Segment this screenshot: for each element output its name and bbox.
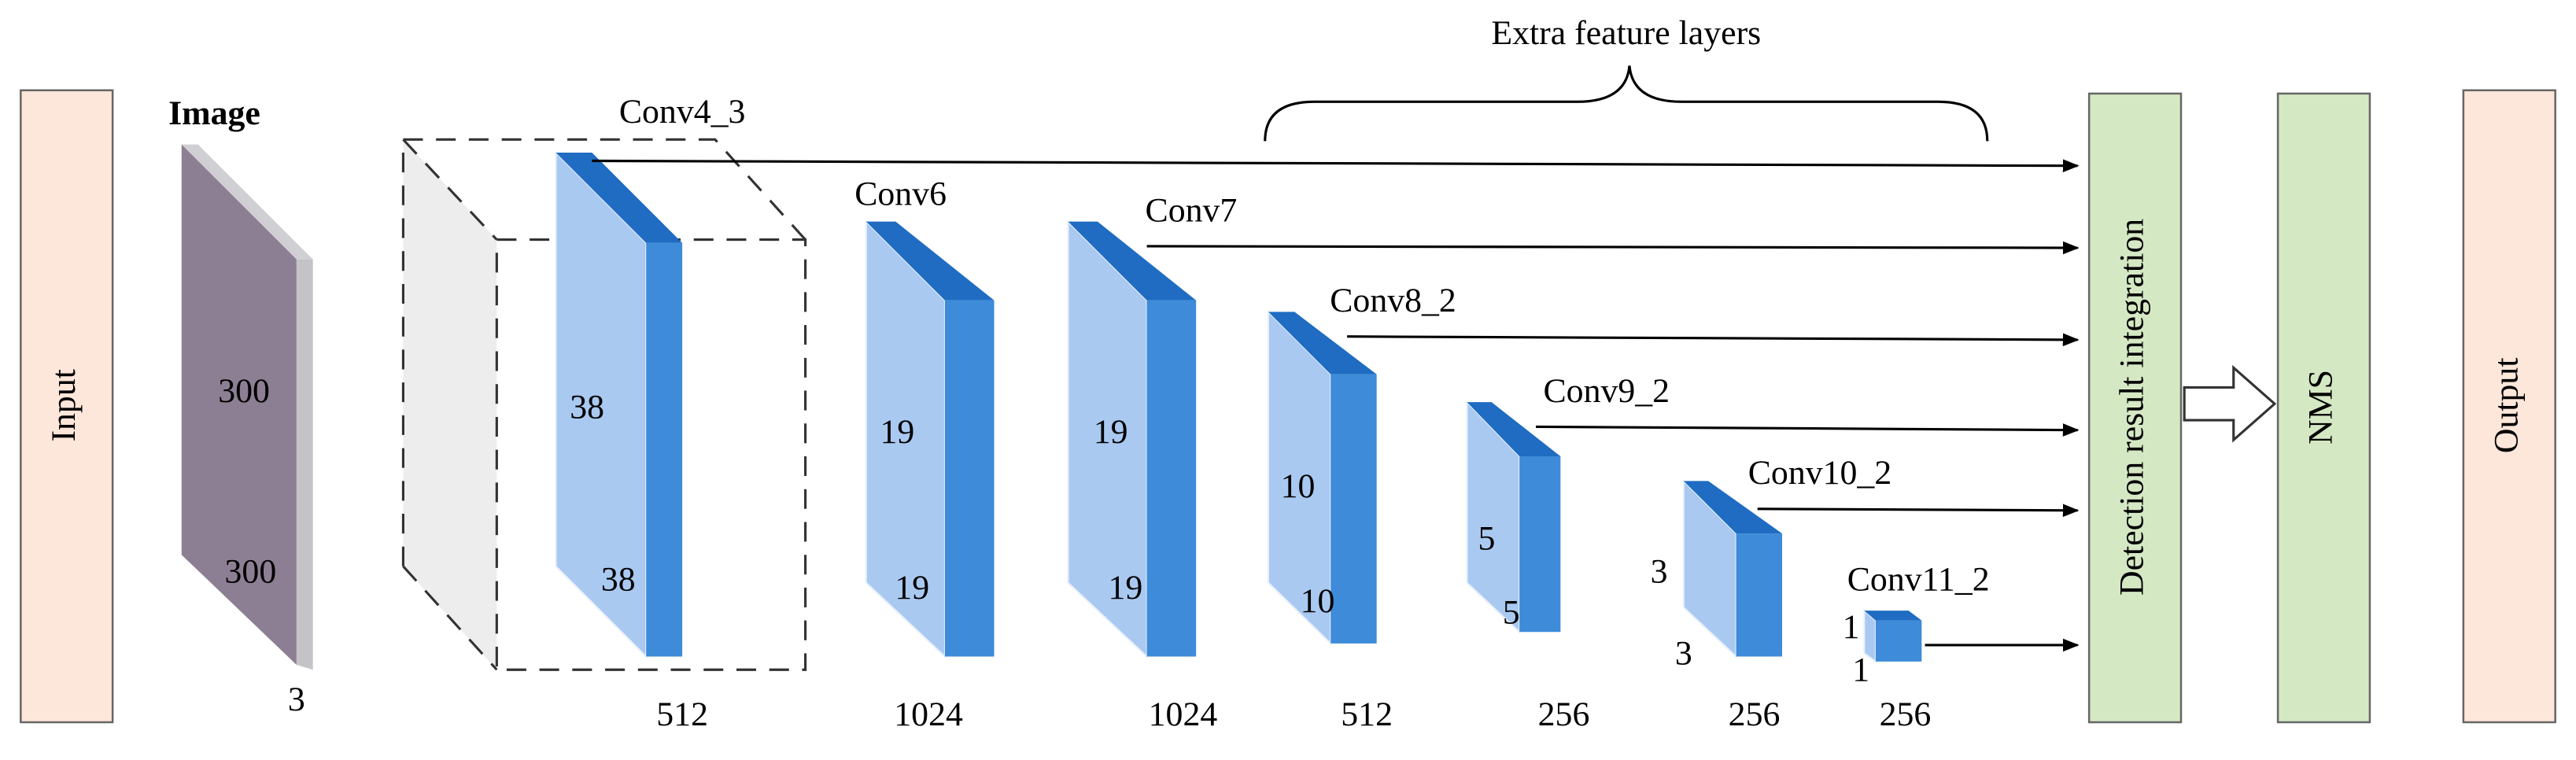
detection-box: Detection result integration bbox=[2087, 92, 2183, 724]
layer-channels: 1024 bbox=[1149, 695, 1218, 733]
layer-dim: 38 bbox=[601, 561, 636, 599]
image-label: Image bbox=[168, 94, 260, 132]
image-dim: 300 bbox=[218, 372, 270, 410]
input-label: Input bbox=[45, 369, 83, 441]
layer-channels: 512 bbox=[656, 695, 708, 733]
layer-dim: 38 bbox=[570, 389, 604, 426]
layer-channels: 256 bbox=[1729, 695, 1781, 733]
nms-box: NMS bbox=[2276, 92, 2371, 724]
layer-label: Conv7 bbox=[1145, 191, 1237, 229]
layer-label: Conv6 bbox=[854, 175, 947, 212]
layer-block bbox=[1682, 478, 1783, 659]
layer-label: Conv10_2 bbox=[1748, 454, 1892, 492]
layer-label: Conv8_2 bbox=[1330, 282, 1456, 319]
layer-dim: 19 bbox=[1094, 413, 1128, 451]
arrows bbox=[592, 159, 2080, 652]
output-box: Output bbox=[2462, 89, 2556, 724]
layer-dim: 1 bbox=[1843, 608, 1860, 646]
layer-channels: 256 bbox=[1880, 695, 1932, 733]
hollow-arrow bbox=[2183, 364, 2277, 443]
layer-dim: 5 bbox=[1503, 593, 1520, 631]
title: Extra feature layers bbox=[1491, 14, 1761, 52]
image-dim: 300 bbox=[225, 552, 277, 590]
layer-dim: 19 bbox=[895, 569, 929, 607]
image-channels: 3 bbox=[288, 681, 305, 718]
layer-block bbox=[1067, 220, 1197, 659]
layer-block bbox=[865, 220, 995, 659]
input-box: Input bbox=[20, 89, 114, 724]
nms-label: NMS bbox=[2302, 370, 2340, 445]
layer-dim: 19 bbox=[1109, 569, 1143, 607]
layer-dim: 3 bbox=[1651, 552, 1668, 590]
layer-label: Conv11_2 bbox=[1847, 561, 1990, 599]
layer-dim: 10 bbox=[1281, 467, 1316, 505]
layer-dim: 19 bbox=[880, 413, 915, 451]
layer-block bbox=[1863, 608, 1922, 663]
output-label: Output bbox=[2487, 358, 2525, 454]
layer-dim: 5 bbox=[1478, 520, 1496, 558]
layer-dim: 3 bbox=[1675, 635, 1692, 673]
layer-channels: 512 bbox=[1341, 695, 1393, 733]
layer-block bbox=[1466, 400, 1561, 634]
layer-label: Conv9_2 bbox=[1543, 372, 1670, 410]
layer-dim: 10 bbox=[1301, 582, 1335, 620]
brace bbox=[1264, 65, 1989, 142]
image-slab bbox=[181, 144, 313, 670]
detection-label: Detection result integration bbox=[2113, 219, 2151, 596]
layer-channels: 1024 bbox=[894, 695, 963, 733]
layer-label: Conv4_3 bbox=[619, 93, 746, 131]
layer-block bbox=[1267, 309, 1377, 646]
layer-channels: 256 bbox=[1538, 695, 1590, 733]
layer-block bbox=[555, 150, 683, 659]
layer-dim: 1 bbox=[1852, 651, 1869, 688]
dashed-volume bbox=[401, 138, 807, 671]
